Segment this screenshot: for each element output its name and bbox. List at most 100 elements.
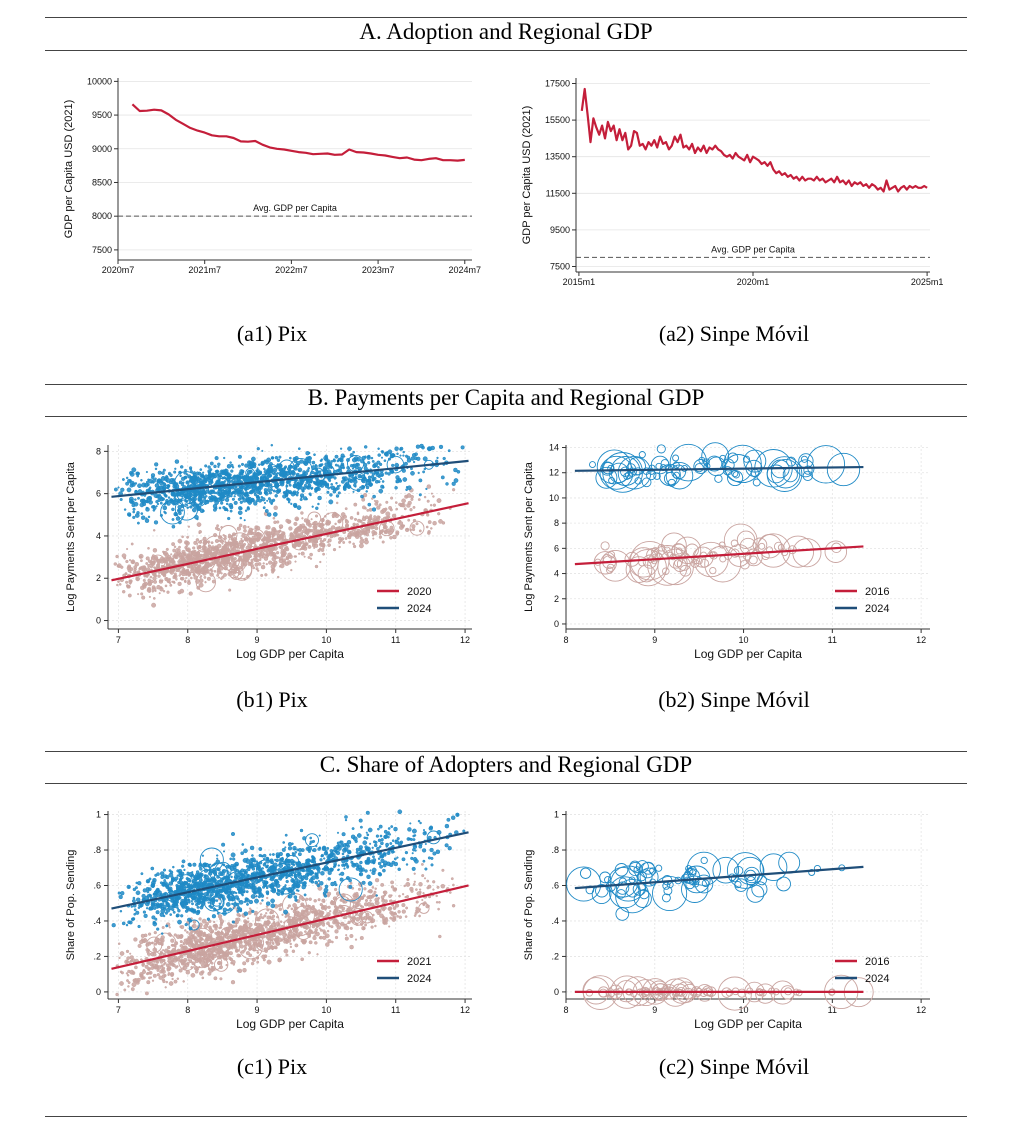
scatter-point	[273, 920, 276, 924]
scatter-point	[245, 468, 255, 478]
scatter-point	[147, 932, 152, 936]
scatter-point	[184, 503, 187, 506]
scatter-point	[242, 967, 247, 973]
scatter-point	[266, 915, 271, 920]
scatter-point	[351, 467, 355, 470]
scatter-point	[333, 887, 338, 892]
scatter-point	[260, 564, 266, 570]
scatter-point	[392, 906, 397, 910]
scatter-point	[396, 452, 399, 456]
scatter-point	[786, 456, 797, 467]
scatter-point	[329, 910, 332, 913]
scatter-point	[188, 959, 193, 964]
fit-line-2024	[111, 459, 469, 498]
scatter-point	[287, 936, 290, 939]
scatter-point	[337, 491, 341, 495]
scatter-point	[206, 570, 210, 574]
scatter-point	[301, 940, 307, 945]
scatter-point	[205, 935, 210, 940]
scatter-point	[391, 463, 395, 468]
scatter-point	[192, 920, 197, 924]
scatter-point	[231, 942, 235, 946]
scatter-point	[336, 459, 340, 463]
scatter-point	[377, 480, 381, 484]
scatter-point	[145, 507, 150, 512]
scatter-point	[177, 560, 181, 564]
scatter-point	[229, 505, 234, 510]
x-tick-label: 12	[916, 635, 926, 645]
scatter-point	[230, 538, 233, 541]
x-tick-label: 8	[185, 1005, 190, 1015]
scatter-point	[239, 500, 243, 504]
scatter-point	[709, 566, 717, 575]
scatter-point	[316, 953, 319, 956]
scatter-point	[718, 541, 726, 549]
y-tick-label: 7500	[550, 262, 570, 272]
scatter-point	[308, 451, 311, 455]
scatter-point	[453, 478, 459, 483]
scatter-point	[282, 490, 286, 494]
scatter-point	[340, 455, 344, 460]
scatter-point	[302, 460, 308, 465]
scatter-point	[136, 570, 141, 574]
scatter-point	[169, 473, 173, 477]
scatter-point	[302, 534, 307, 538]
scatter-point	[220, 497, 225, 502]
scatter-point	[269, 462, 273, 466]
scatter-point	[153, 520, 159, 525]
scatter-point	[270, 532, 273, 535]
scatter-point	[325, 482, 330, 487]
scatter-point	[390, 880, 395, 885]
scatter-point	[244, 487, 247, 491]
scatter-point	[247, 537, 251, 541]
scatter-point	[248, 943, 252, 947]
scatter-point	[409, 508, 413, 512]
scatter-point	[343, 915, 348, 920]
scatter-point	[399, 447, 403, 451]
scatter-point	[335, 501, 339, 505]
scatter-point	[219, 570, 222, 573]
scatter-point	[435, 894, 438, 898]
scatter-point	[178, 968, 183, 973]
scatter-point	[169, 583, 173, 587]
scatter-point	[202, 509, 205, 513]
scatter-point	[417, 819, 421, 823]
scatter-point	[374, 887, 377, 890]
scatter-point	[213, 920, 216, 924]
scatter-point	[161, 579, 164, 582]
scatter-point	[358, 543, 364, 549]
scatter-point	[176, 547, 179, 551]
scatter-point	[140, 933, 146, 939]
scatter-point	[253, 555, 256, 558]
scatter-point	[243, 924, 247, 929]
scatter-point	[172, 580, 176, 584]
scatter-point	[421, 874, 425, 878]
scatter-point	[398, 915, 403, 919]
scatter-point	[213, 976, 218, 981]
scatter-point	[302, 905, 307, 909]
scatter-point	[388, 505, 393, 510]
scatter-point	[154, 589, 157, 592]
scatter-point	[312, 935, 317, 941]
x-tick-label: 11	[391, 1005, 400, 1015]
scatter-point	[407, 485, 412, 491]
scatter-point	[267, 937, 272, 941]
scatter-point	[225, 563, 229, 567]
scatter-point	[402, 477, 408, 482]
scatter-point	[193, 478, 197, 482]
scatter-point	[309, 552, 313, 557]
scatter-point	[376, 846, 380, 851]
scatter-point	[251, 488, 256, 493]
scatter-point	[261, 449, 264, 452]
scatter-point	[152, 548, 158, 553]
scatter-point	[251, 957, 256, 962]
scatter-point	[334, 929, 339, 934]
scatter-point	[336, 486, 340, 490]
scatter-point	[160, 480, 164, 484]
scatter-point	[294, 527, 298, 531]
scatter-point	[390, 496, 394, 500]
scatter-point	[337, 519, 342, 524]
scatter-point	[314, 489, 318, 493]
scatter-point	[266, 512, 272, 517]
scatter-point	[416, 456, 421, 461]
